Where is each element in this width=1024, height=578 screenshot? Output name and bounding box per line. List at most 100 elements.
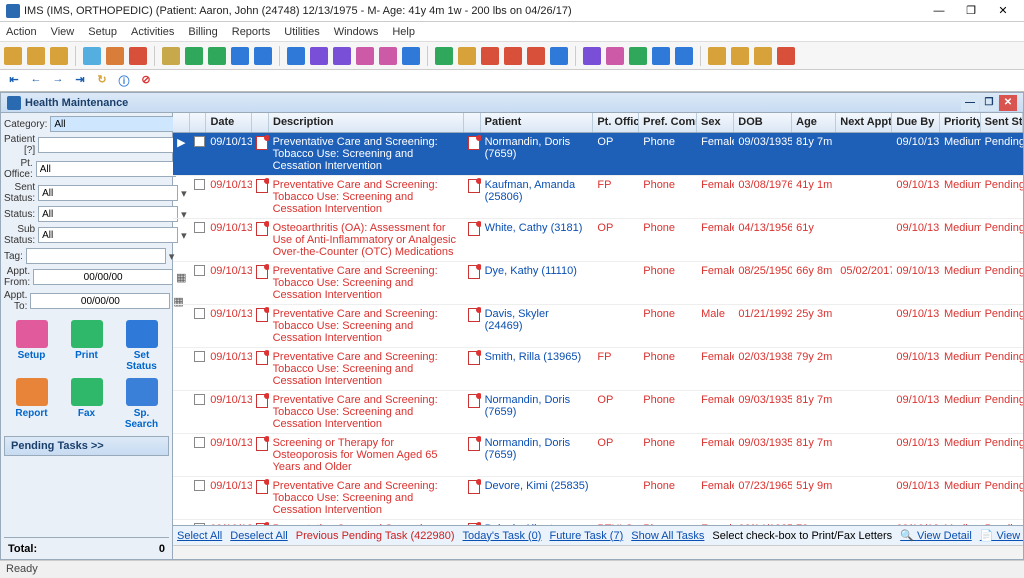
toolbar-button-19[interactable] (481, 47, 499, 65)
row-checkbox[interactable] (194, 351, 205, 362)
nav-next-icon[interactable]: → (50, 73, 66, 89)
sent-status-dropdown[interactable] (38, 185, 178, 201)
view-linked-doc-link[interactable]: 📄 View Linked Document (980, 529, 1023, 542)
todays-task-link[interactable]: Today's Task (0) (463, 530, 542, 542)
maximize-button[interactable]: ❐ (956, 2, 986, 20)
fax-button[interactable]: Fax (63, 378, 111, 430)
toolbar-button-20[interactable] (504, 47, 522, 65)
toolbar-button-15[interactable] (379, 47, 397, 65)
document-icon[interactable] (468, 394, 480, 408)
document-icon[interactable] (468, 179, 480, 193)
table-row[interactable]: 09/10/13Preventative Care and Screening:… (173, 391, 1023, 434)
set-status-button[interactable]: Set Status (118, 320, 166, 372)
row-checkbox[interactable] (194, 394, 205, 405)
col-office[interactable]: Pt. Office (593, 113, 639, 132)
toolbar-button-5[interactable] (129, 47, 147, 65)
row-checkbox[interactable] (194, 308, 205, 319)
table-row[interactable]: 09/10/13Preventative Care and Screening:… (173, 477, 1023, 520)
toolbar-button-1[interactable] (27, 47, 45, 65)
col-date[interactable]: Date (206, 113, 252, 132)
col-next-appt[interactable]: Next Appt. (836, 113, 892, 132)
toolbar-button-3[interactable] (83, 47, 101, 65)
toolbar-button-29[interactable] (731, 47, 749, 65)
col-priority[interactable]: Priority (940, 113, 981, 132)
toolbar-button-11[interactable] (287, 47, 305, 65)
menu-help[interactable]: Help (392, 26, 415, 38)
toolbar-button-18[interactable] (458, 47, 476, 65)
toolbar-button-17[interactable] (435, 47, 453, 65)
menu-action[interactable]: Action (6, 26, 37, 38)
col-dob[interactable]: DOB (734, 113, 792, 132)
menu-setup[interactable]: Setup (88, 26, 117, 38)
document-icon[interactable] (468, 136, 480, 150)
toolbar-button-0[interactable] (4, 47, 22, 65)
nav-last-icon[interactable]: ⇥ (72, 73, 88, 89)
appt-to-input[interactable] (30, 293, 170, 309)
tag-input[interactable] (26, 248, 166, 264)
toolbar-button-14[interactable] (356, 47, 374, 65)
nav-refresh-icon[interactable]: ↻ (94, 73, 110, 89)
document-icon[interactable] (256, 394, 268, 408)
toolbar-button-26[interactable] (652, 47, 670, 65)
prev-pending-link[interactable]: Previous Pending Task (422980) (296, 530, 455, 542)
pending-tasks-button[interactable]: Pending Tasks >> (4, 436, 169, 456)
future-task-link[interactable]: Future Task (7) (549, 530, 623, 542)
row-checkbox[interactable] (194, 222, 205, 233)
horizontal-scrollbar[interactable] (173, 545, 1023, 559)
table-row[interactable]: 09/10/13Preventative Care and Screening:… (173, 176, 1023, 219)
table-row[interactable]: ▶09/10/13Preventative Care and Screening… (173, 133, 1023, 176)
row-checkbox[interactable] (194, 437, 205, 448)
nav-info-icon[interactable]: ⓘ (116, 73, 132, 89)
col-sent-status[interactable]: Sent Statu (981, 113, 1023, 132)
status-dropdown[interactable] (38, 206, 178, 222)
nav-stop-icon[interactable]: ⊘ (138, 73, 154, 89)
toolbar-button-4[interactable] (106, 47, 124, 65)
document-icon[interactable] (256, 136, 268, 150)
document-icon[interactable] (256, 523, 268, 525)
view-detail-link[interactable]: 🔍 View Detail (900, 529, 972, 542)
document-icon[interactable] (468, 351, 480, 365)
col-sex[interactable]: Sex (697, 113, 734, 132)
print-button[interactable]: Print (63, 320, 111, 372)
setup-button[interactable]: Setup (8, 320, 56, 372)
document-icon[interactable] (468, 222, 480, 236)
col-description[interactable]: Description (269, 113, 464, 132)
menu-windows[interactable]: Windows (334, 26, 379, 38)
document-icon[interactable] (468, 265, 480, 279)
menu-reports[interactable]: Reports (232, 26, 271, 38)
document-icon[interactable] (256, 308, 268, 322)
close-button[interactable]: ✕ (988, 2, 1018, 20)
nav-prev-icon[interactable]: ← (28, 73, 44, 89)
toolbar-button-7[interactable] (185, 47, 203, 65)
category-dropdown[interactable] (50, 116, 190, 132)
document-icon[interactable] (468, 523, 480, 525)
sub-status-dropdown[interactable] (38, 227, 178, 243)
row-checkbox[interactable] (194, 136, 205, 147)
toolbar-button-16[interactable] (402, 47, 420, 65)
document-icon[interactable] (468, 437, 480, 451)
table-row[interactable]: 09/10/13Preventative Care and Screening:… (173, 262, 1023, 305)
col-pref-comm[interactable]: Pref. Comm. (639, 113, 697, 132)
toolbar-button-21[interactable] (527, 47, 545, 65)
inner-maximize-button[interactable]: ❐ (980, 95, 998, 111)
toolbar-button-28[interactable] (708, 47, 726, 65)
select-all-link[interactable]: Select All (177, 530, 222, 542)
toolbar-button-13[interactable] (333, 47, 351, 65)
document-icon[interactable] (256, 179, 268, 193)
report-button[interactable]: Report (8, 378, 56, 430)
toolbar-button-8[interactable] (208, 47, 226, 65)
office-dropdown[interactable] (36, 161, 176, 177)
toolbar-button-6[interactable] (162, 47, 180, 65)
toolbar-button-10[interactable] (254, 47, 272, 65)
toolbar-button-24[interactable] (606, 47, 624, 65)
document-icon[interactable] (468, 480, 480, 494)
table-row[interactable]: 09/10/13Screening or Therapy for Osteopo… (173, 434, 1023, 477)
toolbar-button-2[interactable] (50, 47, 68, 65)
table-row[interactable]: 09/10/13Osteoarthritis (OA): Assessment … (173, 219, 1023, 262)
menu-billing[interactable]: Billing (188, 26, 217, 38)
toolbar-button-30[interactable] (754, 47, 772, 65)
nav-first-icon[interactable]: ⇤ (6, 73, 22, 89)
col-patient[interactable]: Patient (481, 113, 594, 132)
document-icon[interactable] (256, 351, 268, 365)
row-checkbox[interactable] (194, 179, 205, 190)
